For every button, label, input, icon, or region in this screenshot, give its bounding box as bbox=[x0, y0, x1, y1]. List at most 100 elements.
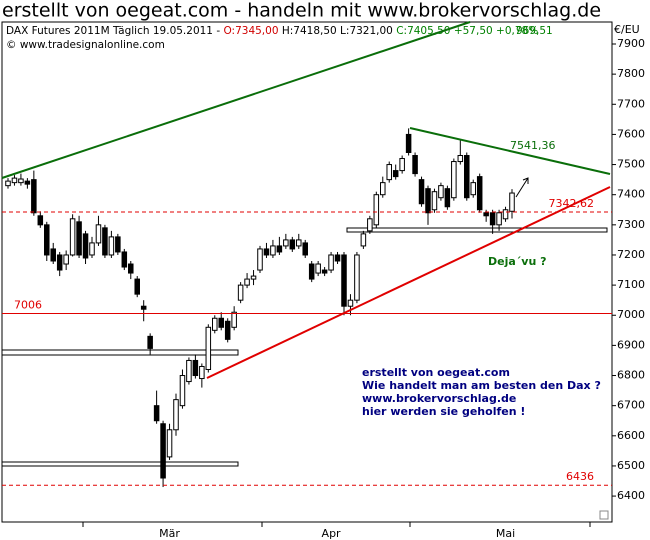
candle-body bbox=[386, 164, 392, 181]
candle-body bbox=[50, 248, 56, 262]
level-label: 6436 bbox=[566, 470, 594, 483]
candle-body bbox=[431, 191, 438, 211]
candle-body bbox=[276, 245, 283, 253]
candle-body bbox=[160, 423, 166, 479]
candle-body bbox=[108, 236, 115, 256]
annotation: erstellt von oegeat.com bbox=[362, 366, 510, 379]
y-tick-label: 6600 bbox=[617, 429, 645, 442]
y-tick-label: 6700 bbox=[617, 399, 645, 412]
copyright: © www.tradesignalonline.com bbox=[6, 39, 165, 51]
candle-body bbox=[76, 221, 82, 256]
y-tick-label: 6500 bbox=[617, 459, 645, 472]
candle-body bbox=[237, 284, 244, 301]
candle-body bbox=[11, 177, 18, 184]
candle-body bbox=[418, 179, 425, 205]
support-boxes bbox=[1, 227, 608, 467]
support-box bbox=[1, 349, 239, 356]
candle-body bbox=[250, 275, 257, 280]
annotation: Deja´vu ? bbox=[488, 255, 547, 268]
y-tick-label: 7000 bbox=[617, 308, 645, 321]
candle-body bbox=[18, 178, 24, 184]
info-hl: H:7418,50 L:7321,00 bbox=[282, 25, 393, 37]
candle-body bbox=[341, 254, 347, 307]
support-box bbox=[1, 461, 239, 467]
candle-body bbox=[373, 194, 380, 226]
candle-body bbox=[464, 155, 470, 199]
y-tick-label: 6900 bbox=[617, 338, 645, 351]
trend-line bbox=[1, 21, 471, 179]
candle-body bbox=[134, 278, 140, 295]
info-open: O:7345,00 bbox=[223, 25, 278, 37]
info-text: DAX Futures 2011M Täglich 19.05.2011 - bbox=[6, 25, 220, 37]
candle-body bbox=[412, 155, 418, 175]
corner-value: 969,51 bbox=[516, 25, 553, 37]
candle-body bbox=[502, 209, 509, 220]
candle-body bbox=[205, 326, 212, 370]
candle-body bbox=[153, 405, 160, 422]
plot-frame bbox=[1, 21, 613, 523]
annotation: Wie handelt man am besten den Dax ? bbox=[362, 379, 601, 392]
candle-body bbox=[166, 429, 173, 458]
candle-body bbox=[405, 133, 412, 154]
candle-body bbox=[44, 224, 50, 256]
y-tick-label: 7600 bbox=[617, 127, 645, 140]
candle-body bbox=[31, 179, 37, 214]
candle-body bbox=[186, 359, 192, 383]
candles bbox=[5, 128, 515, 488]
support-box bbox=[346, 227, 608, 233]
x-ticks bbox=[82, 522, 591, 527]
candle-body bbox=[328, 254, 334, 271]
y-tick-label: 7100 bbox=[617, 278, 645, 291]
candle-body bbox=[173, 399, 179, 431]
candle-body bbox=[244, 278, 250, 286]
chart-title: erstellt von oegeat.com - handeln mit ww… bbox=[2, 0, 601, 22]
note-block: erstellt von oegeat.com Wie handelt man … bbox=[362, 366, 601, 418]
candle-body bbox=[56, 254, 63, 271]
candle-body bbox=[212, 317, 218, 331]
candle-body bbox=[115, 236, 121, 253]
candle-body bbox=[451, 161, 457, 199]
candle-body bbox=[224, 320, 231, 340]
y-tick-label: 6400 bbox=[617, 489, 645, 502]
y-unit: €/EU bbox=[614, 23, 640, 36]
y-tick-label: 7700 bbox=[617, 97, 645, 110]
x-tick-label: Mai bbox=[496, 527, 515, 540]
candle-body bbox=[457, 155, 464, 163]
candle-body bbox=[95, 224, 102, 244]
candle-body bbox=[334, 254, 341, 262]
candle-body bbox=[315, 263, 321, 274]
trend-label: 7541,36 bbox=[510, 139, 556, 152]
x-tick-label: Apr bbox=[322, 527, 342, 540]
candle-body bbox=[489, 212, 496, 226]
candle-body bbox=[496, 212, 502, 226]
candle-body bbox=[380, 182, 386, 196]
level-label: 7342,62 bbox=[549, 197, 595, 210]
candle-body bbox=[69, 218, 76, 256]
candle-body bbox=[444, 188, 451, 208]
resize-handle bbox=[599, 510, 609, 520]
candle-body bbox=[483, 212, 489, 217]
candle-body bbox=[392, 170, 399, 178]
candle-body bbox=[63, 254, 69, 265]
candle-body bbox=[140, 305, 147, 310]
candle-body bbox=[231, 311, 237, 328]
candle-body bbox=[5, 180, 11, 187]
candle-body bbox=[360, 233, 367, 247]
trend-line bbox=[409, 127, 611, 175]
candle-body bbox=[354, 254, 360, 301]
candle-body bbox=[425, 188, 431, 214]
candle-body bbox=[121, 251, 128, 268]
annotation: hier werden sie geholfen ! bbox=[362, 405, 525, 418]
y-tick-label: 7200 bbox=[617, 248, 645, 261]
x-tick-label: Mär bbox=[159, 527, 180, 540]
y-tick-label: 7500 bbox=[617, 158, 645, 171]
level-label: 7006 bbox=[14, 298, 42, 311]
candle-body bbox=[296, 239, 302, 247]
y-tick-label: 7300 bbox=[617, 218, 645, 231]
candle-body bbox=[476, 176, 483, 211]
candle-body bbox=[192, 359, 199, 377]
candle-body bbox=[347, 299, 354, 307]
candle-body bbox=[470, 182, 476, 196]
candle-body bbox=[270, 245, 276, 256]
